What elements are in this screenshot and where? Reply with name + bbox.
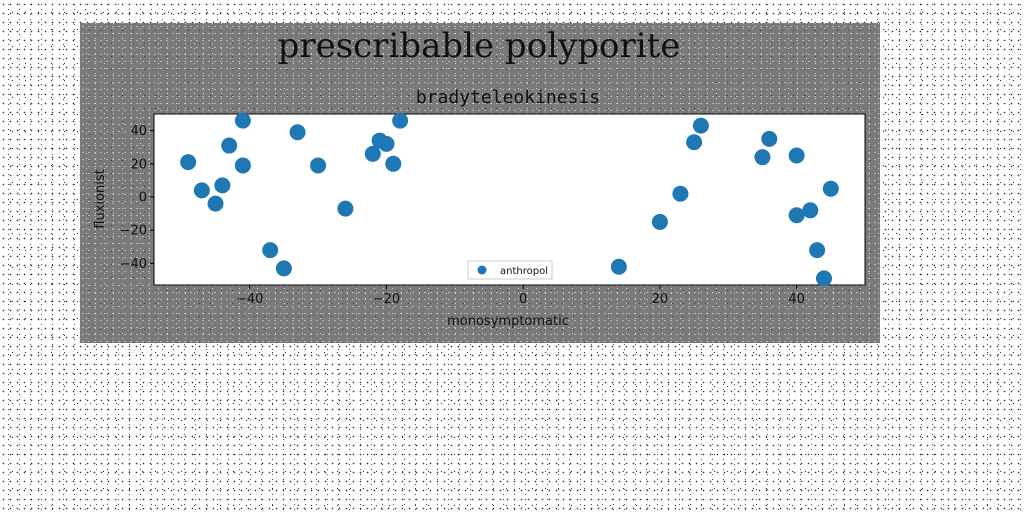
scatter-chart: prescribable polyporite bradyteleokinesi… bbox=[93, 26, 866, 329]
legend-box bbox=[467, 260, 553, 280]
y-tick-label: 20 bbox=[130, 157, 147, 172]
y-tick-label: 0 bbox=[139, 191, 147, 206]
series-anthropol bbox=[180, 112, 839, 287]
data-point bbox=[809, 242, 826, 259]
x-tick-label: −40 bbox=[236, 292, 263, 307]
data-point bbox=[392, 112, 409, 129]
x-tick-label: 0 bbox=[519, 292, 527, 307]
data-point bbox=[234, 112, 251, 129]
chart-title: bradyteleokinesis bbox=[416, 87, 600, 108]
data-point bbox=[802, 202, 819, 219]
data-point bbox=[221, 137, 238, 154]
y-tick-label: 40 bbox=[130, 124, 147, 139]
data-point bbox=[651, 213, 668, 230]
data-point bbox=[788, 207, 805, 224]
data-point bbox=[610, 258, 627, 275]
data-point bbox=[815, 270, 832, 287]
data-point bbox=[761, 130, 778, 147]
plot-area bbox=[153, 113, 866, 286]
data-point bbox=[214, 177, 231, 194]
data-point bbox=[180, 154, 197, 171]
data-point bbox=[378, 135, 395, 152]
legend-marker bbox=[477, 265, 487, 275]
data-point bbox=[822, 180, 839, 197]
data-point bbox=[207, 195, 224, 212]
data-point bbox=[692, 117, 709, 134]
x-tick-label: −20 bbox=[373, 292, 400, 307]
data-point bbox=[262, 242, 279, 259]
y-tick-label: −40 bbox=[120, 257, 147, 272]
data-point bbox=[364, 145, 381, 162]
x-axis: −40 −20 0 20 40 bbox=[236, 285, 805, 307]
chart-suptitle: prescribable polyporite bbox=[278, 26, 681, 66]
figure: prescribable polyporite bradyteleokinesi… bbox=[80, 23, 880, 343]
data-point bbox=[754, 149, 771, 166]
legend-label: anthropol bbox=[500, 266, 548, 277]
y-axis-label: fluxionist bbox=[93, 169, 108, 228]
data-point bbox=[193, 182, 210, 199]
y-axis: −40 −20 0 20 40 bbox=[120, 124, 154, 272]
data-point bbox=[234, 157, 251, 174]
data-point bbox=[686, 134, 703, 151]
data-point bbox=[788, 147, 805, 164]
data-point bbox=[310, 157, 327, 174]
y-tick-label: −20 bbox=[120, 224, 147, 239]
data-point bbox=[275, 260, 292, 277]
data-point bbox=[337, 200, 354, 217]
data-point bbox=[385, 155, 402, 172]
data-point bbox=[672, 185, 689, 202]
x-tick-label: 20 bbox=[652, 292, 669, 307]
x-tick-label: 40 bbox=[788, 292, 805, 307]
x-axis-label: monosymptomatic bbox=[447, 314, 569, 329]
data-point bbox=[289, 124, 306, 141]
legend: anthropol bbox=[467, 260, 553, 280]
